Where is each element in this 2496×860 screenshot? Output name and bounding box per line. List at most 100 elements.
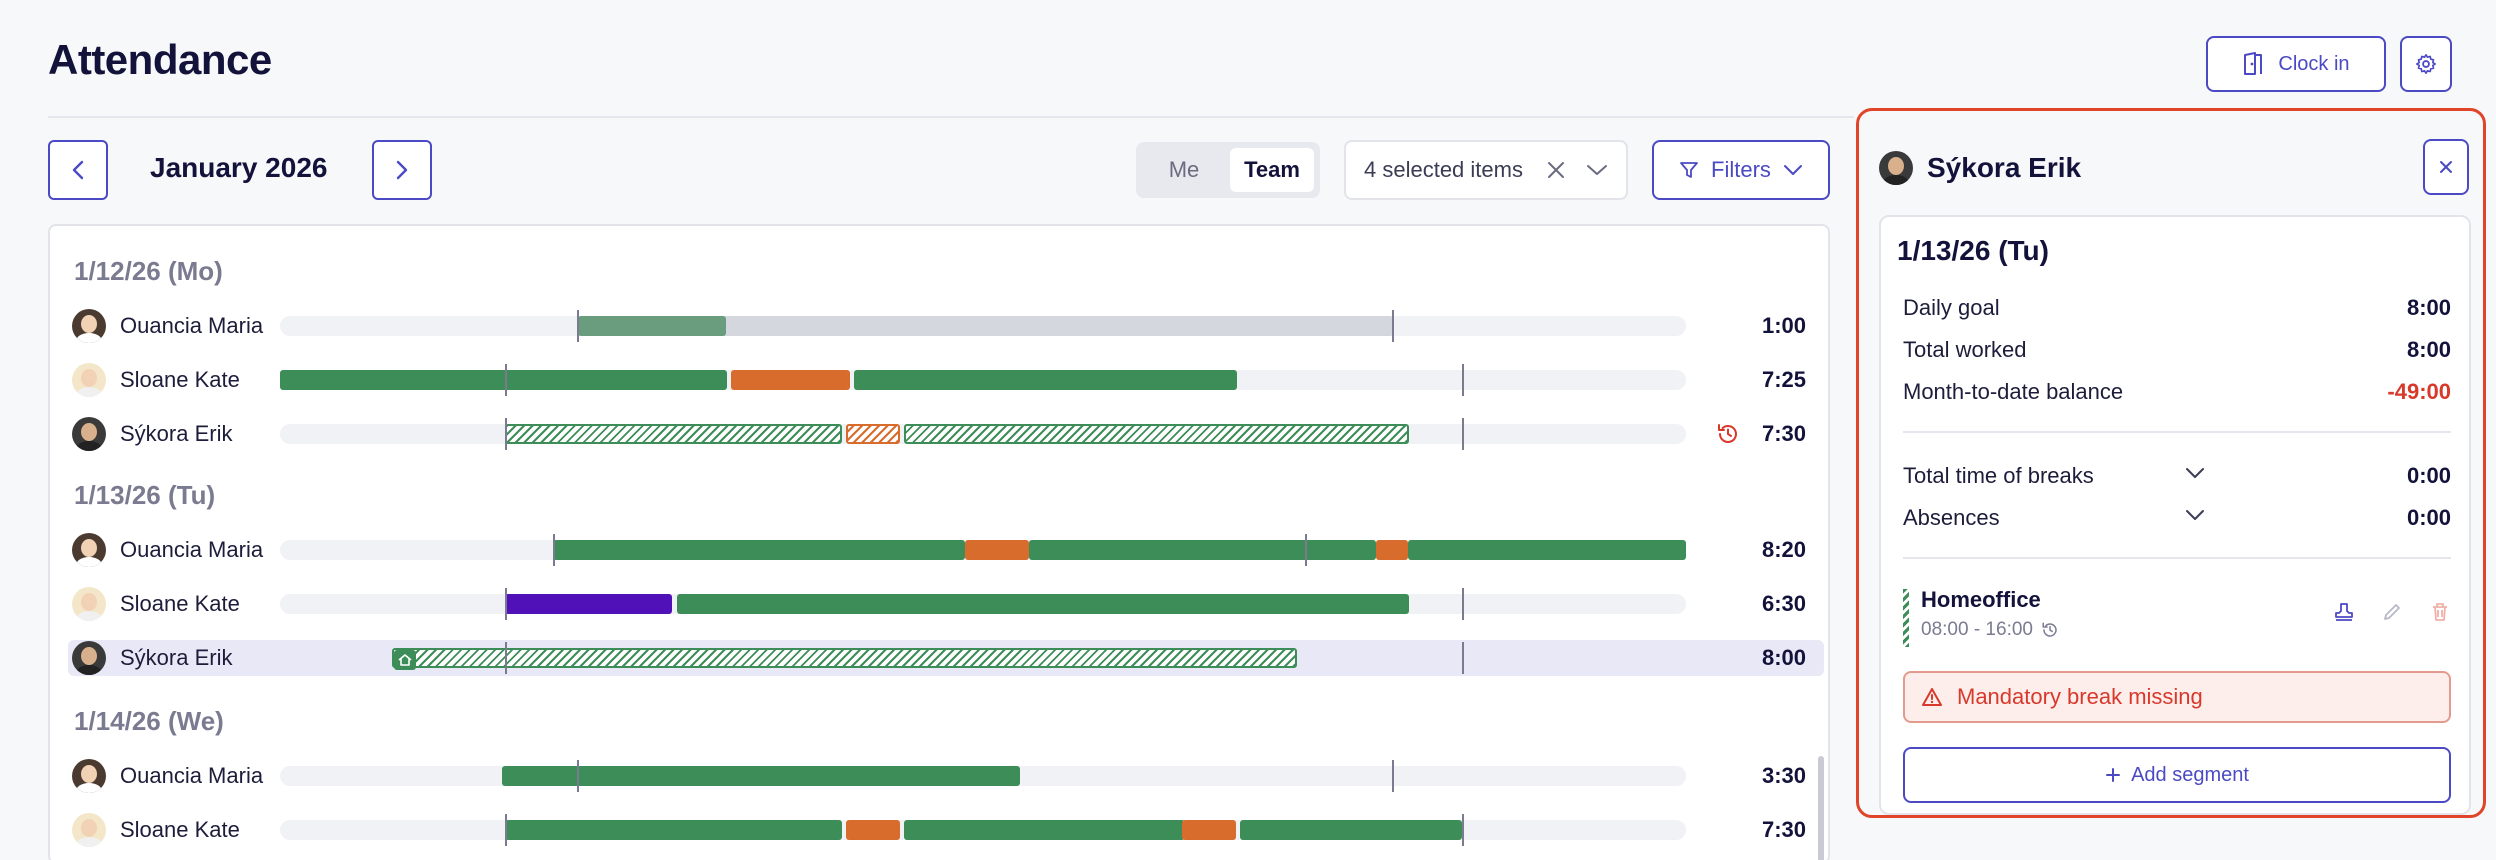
segment-item[interactable]: Homeoffice 08:00 - 16:00 (1903, 587, 2451, 647)
employee-name: Sloane Kate (120, 367, 240, 392)
shift-marker (1462, 588, 1464, 620)
scrollbar[interactable] (1818, 756, 1824, 860)
chevron-down-icon[interactable] (2185, 509, 2205, 521)
table-row[interactable]: Ouancia Maria 3:30 (68, 758, 1824, 794)
table-row[interactable]: Sýkora Erik 7:30 (68, 416, 1824, 452)
break-bar[interactable] (846, 424, 900, 444)
day-header: 1/12/26 (Mo) (74, 256, 223, 286)
avatar (72, 587, 106, 621)
shift-marker (1462, 642, 1464, 674)
table-row[interactable]: Ouancia Maria 1:00 (68, 308, 1824, 344)
table-row[interactable]: Ouancia Maria 8:20 (68, 532, 1824, 568)
employee-name: Ouancia Maria (120, 537, 264, 562)
timeline-track (280, 534, 1686, 566)
shift-marker (1462, 418, 1464, 450)
balance-label: Month-to-date balance (1903, 379, 2124, 404)
work-bar[interactable] (677, 594, 1409, 614)
shift-marker (1392, 760, 1394, 792)
row-total: 3:30 (1761, 763, 1806, 788)
homeoffice-bar[interactable] (904, 424, 1409, 444)
selection-label: 4 selected items (1364, 157, 1523, 182)
work-bar[interactable] (1408, 540, 1686, 560)
work-bar[interactable] (502, 766, 1020, 786)
stamp-icon[interactable] (2333, 601, 2355, 623)
break-bar[interactable] (1182, 820, 1236, 840)
shift-marker (553, 534, 555, 566)
history-icon[interactable] (1716, 422, 1740, 446)
shift-marker (577, 760, 579, 792)
absences-row[interactable]: Absences 0:00 (1903, 505, 2451, 531)
table-row[interactable]: Sloane Kate 7:25 (68, 362, 1824, 398)
previous-month-button[interactable] (48, 140, 108, 200)
work-bar[interactable] (854, 370, 1237, 390)
shift-marker (505, 418, 507, 450)
break-bar[interactable] (846, 820, 900, 840)
work-bar[interactable] (578, 316, 726, 336)
avatar (72, 417, 106, 451)
homeoffice-bar[interactable] (505, 424, 842, 444)
avatar (1879, 151, 1913, 185)
clear-icon[interactable] (1546, 160, 1566, 180)
chevron-down-icon (1783, 165, 1802, 175)
breaks-row[interactable]: Total time of breaks 0:00 (1903, 463, 2451, 489)
clock-in-button[interactable]: Clock in (2206, 36, 2386, 92)
history-icon[interactable] (2041, 621, 2059, 639)
close-button[interactable] (2423, 139, 2469, 195)
absences-value: 0:00 (2406, 505, 2451, 530)
segment-title: Homeoffice (1921, 587, 2041, 612)
timeline-track (280, 364, 1686, 396)
filters-button[interactable]: Filters (1652, 140, 1830, 200)
chevron-left-icon (72, 160, 84, 180)
table-row[interactable]: Sloane Kate 6:30 (68, 586, 1824, 622)
work-bar[interactable] (505, 820, 842, 840)
homeoffice-bar[interactable] (392, 648, 1297, 670)
filter-icon (1680, 162, 1698, 178)
employee-select[interactable]: 4 selected items (1344, 140, 1628, 200)
absences-label: Absences (1903, 505, 2000, 530)
attendance-timeline: 1/12/26 (Mo) Ouancia Maria 1:00 Sloane K… (48, 224, 1830, 860)
total-worked-row: Total worked 8:00 (1903, 337, 2451, 363)
settings-button[interactable] (2400, 36, 2452, 92)
next-month-button[interactable] (372, 140, 432, 200)
row-total: 1:00 (1761, 313, 1806, 338)
divider (1903, 557, 2451, 559)
break-bar[interactable] (1376, 540, 1408, 560)
segment-time: 08:00 - 16:00 (1921, 619, 2033, 640)
row-total: 7:25 (1761, 367, 1806, 392)
view-team-tab[interactable]: Team (1230, 148, 1314, 192)
timeline-track (280, 642, 1686, 674)
table-row-selected[interactable]: Sýkora Erik 8:00 (68, 640, 1824, 676)
work-bar[interactable] (904, 820, 1185, 840)
filters-label: Filters (1711, 157, 1771, 182)
work-bar[interactable] (553, 540, 965, 560)
shift-marker (505, 364, 507, 396)
employee-name: Ouancia Maria (120, 313, 264, 338)
balance-row: Month-to-date balance -49:00 (1903, 379, 2451, 405)
employee-name: Sýkora Erik (120, 421, 233, 446)
break-bar[interactable] (731, 370, 850, 390)
segment-time-row: 08:00 - 16:00 (1921, 619, 2059, 641)
employee-detail-panel: Sýkora Erik 1/13/26 (Tu) Daily goal 8:00… (1856, 108, 2486, 818)
absence-bar[interactable] (505, 594, 672, 614)
add-segment-label: Add segment (2131, 763, 2249, 786)
employee-name: Sýkora Erik (120, 645, 233, 670)
warning-text: Mandatory break missing (1957, 684, 2203, 709)
daily-goal-label: Daily goal (1903, 295, 2000, 320)
work-bar[interactable] (280, 370, 727, 390)
table-row[interactable]: Sloane Kate 7:30 (68, 812, 1824, 848)
work-bar[interactable] (1240, 820, 1462, 840)
view-toggle: Me Team (1136, 142, 1320, 198)
chevron-down-icon[interactable] (2185, 467, 2205, 479)
shift-marker (505, 814, 507, 846)
view-me-tab[interactable]: Me (1168, 157, 1200, 182)
edit-icon[interactable] (2381, 601, 2403, 623)
breaks-label: Total time of breaks (1903, 463, 2094, 488)
break-bar[interactable] (965, 540, 1029, 560)
avatar (72, 363, 106, 397)
trash-icon[interactable] (2429, 601, 2451, 623)
add-segment-button[interactable]: Add segment (1903, 747, 2451, 803)
shift-marker (505, 588, 507, 620)
shift-marker (577, 310, 579, 342)
employee-name: Sloane Kate (120, 817, 240, 842)
work-bar[interactable] (1029, 540, 1376, 560)
